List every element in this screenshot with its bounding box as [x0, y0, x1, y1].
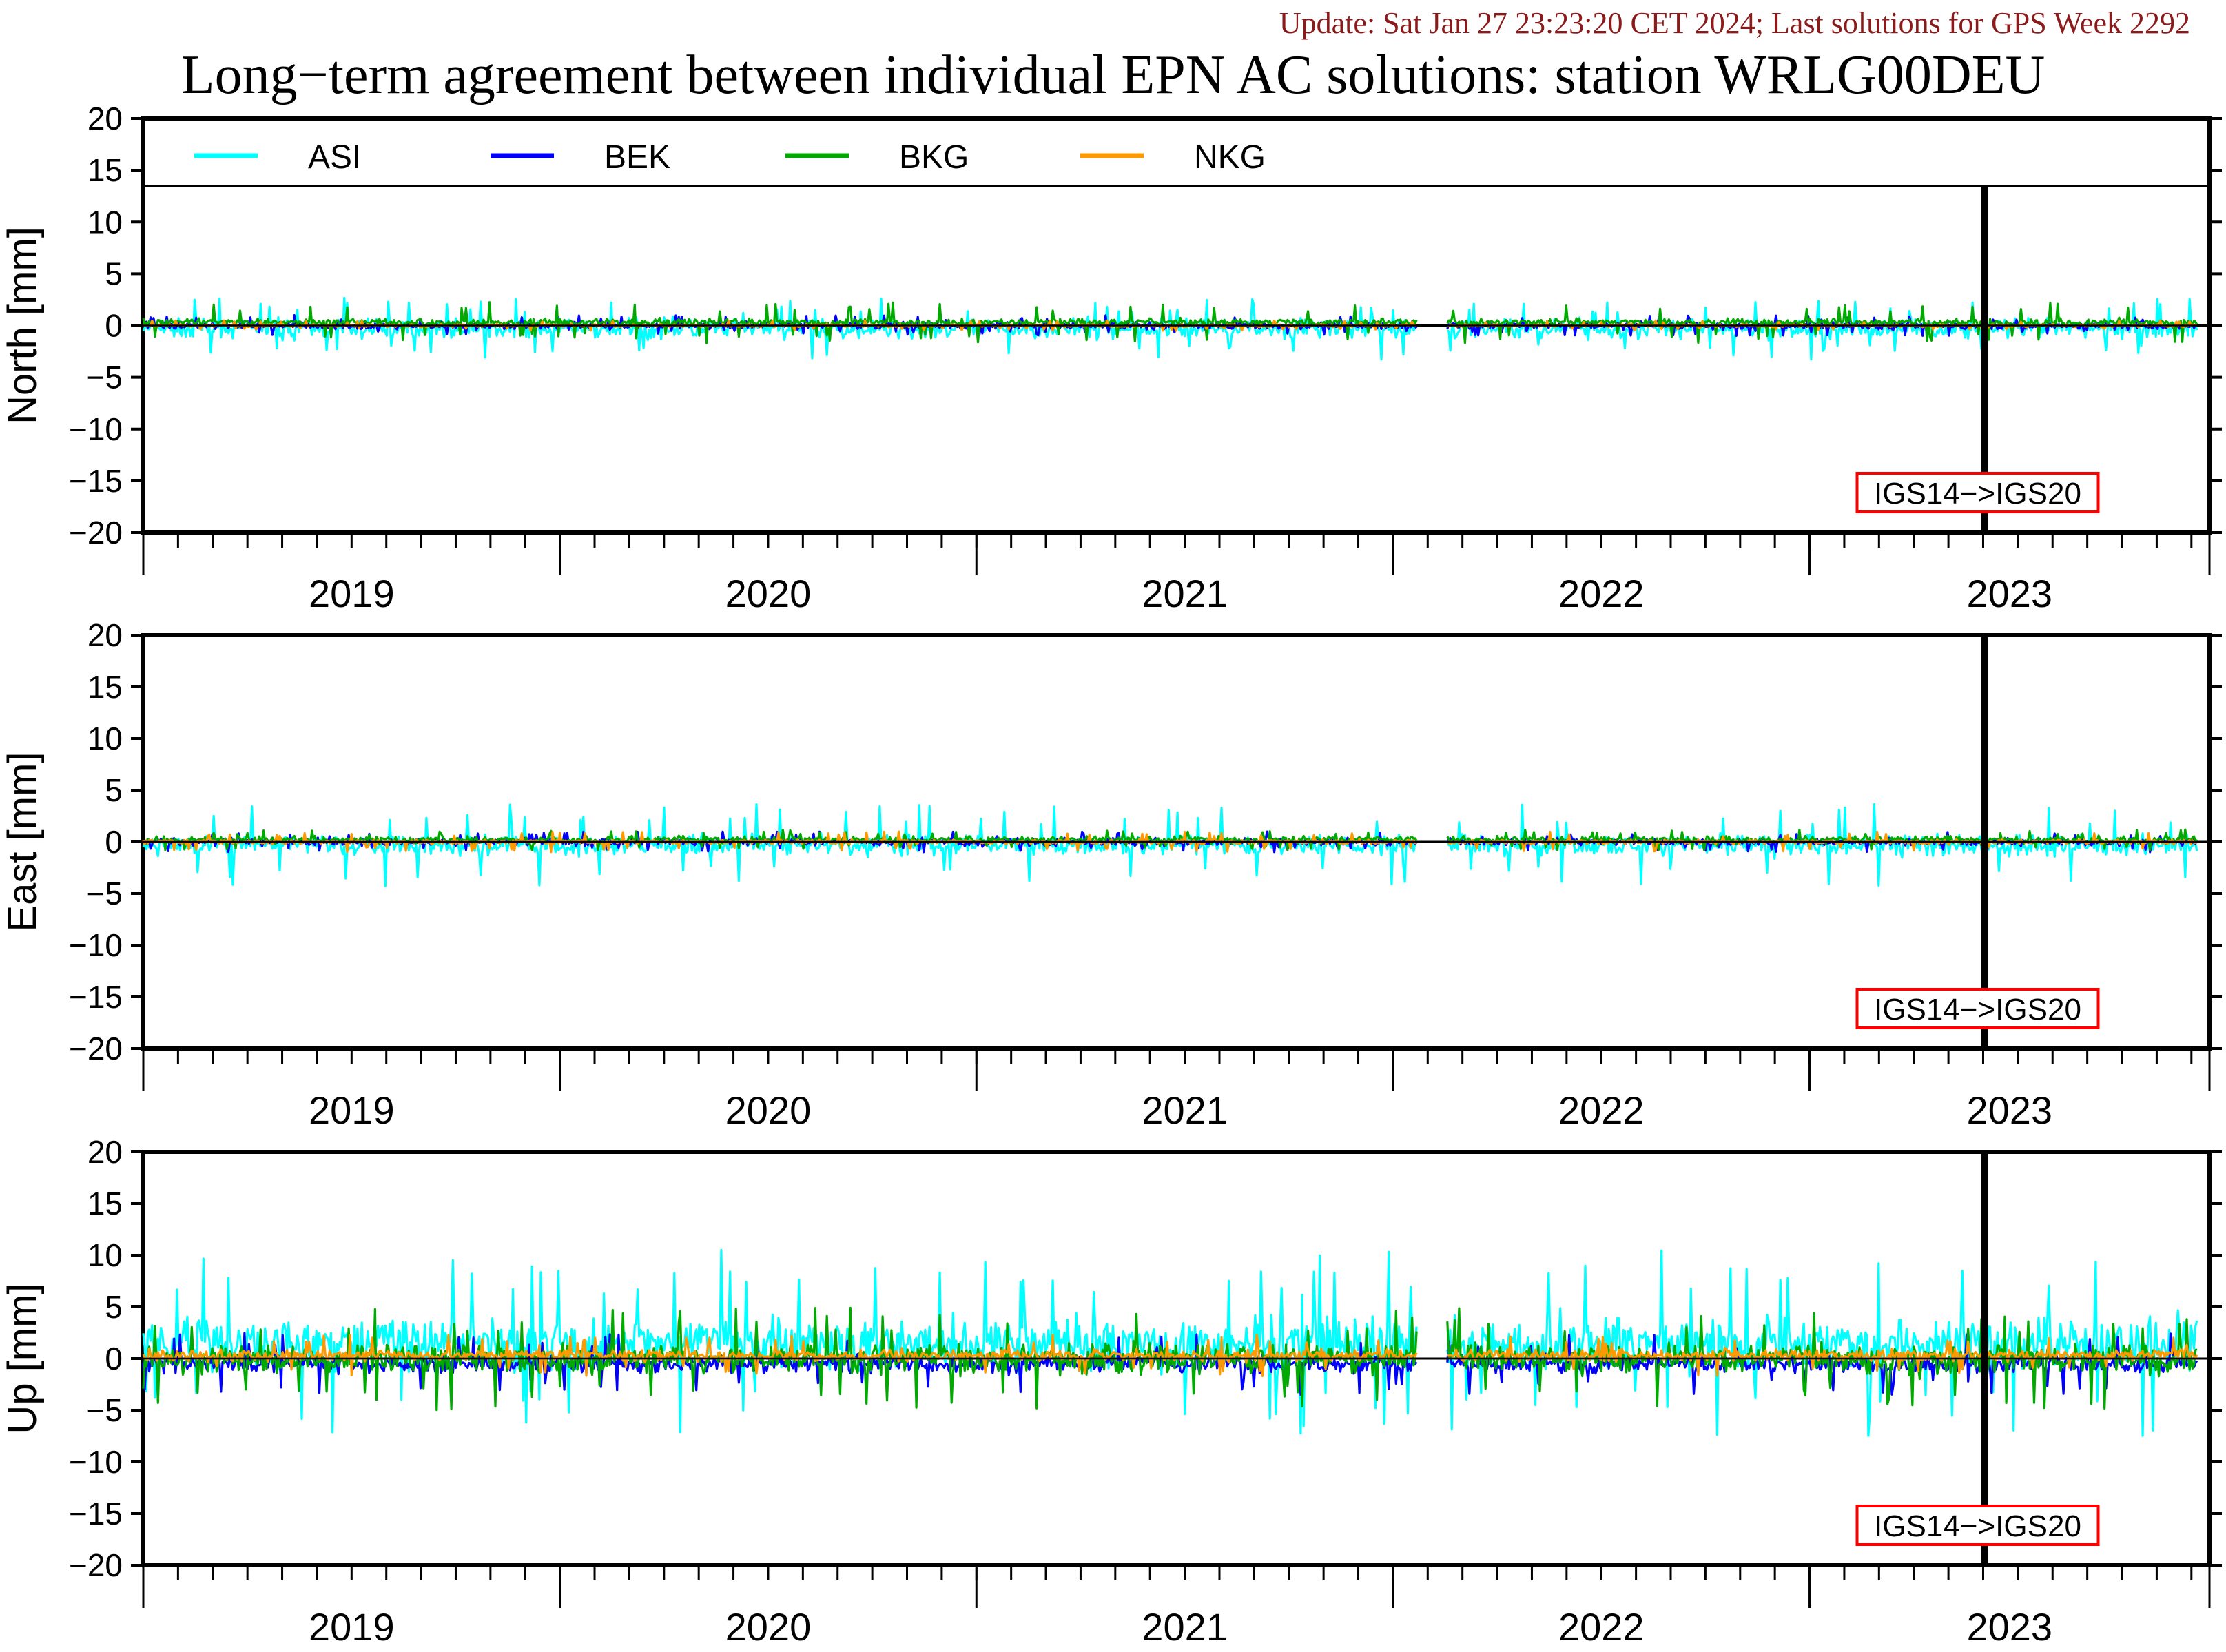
series-line-asi	[142, 1248, 1418, 1435]
x-tick-label: 2022	[1558, 572, 1645, 615]
y-tick-label: −15	[69, 1496, 123, 1531]
y-tick-label: 20	[87, 1134, 123, 1170]
annotation-box	[1855, 988, 2100, 1029]
y-axis-label: Up [mm]	[0, 1283, 45, 1434]
x-tick-label: 2019	[309, 1088, 395, 1132]
legend-label-bek: BEK	[604, 139, 670, 176]
series-line-bkg	[142, 301, 1418, 344]
x-tick-label: 2022	[1558, 1088, 1645, 1132]
series-line-nkg	[1447, 1335, 2198, 1377]
legend-label-nkg: NKG	[1194, 139, 1266, 176]
y-tick-label: −20	[69, 1547, 123, 1583]
y-axis-label: East [mm]	[0, 752, 45, 931]
y-tick-label: 0	[105, 308, 123, 344]
y-tick-label: 5	[105, 772, 123, 808]
x-tick-label: 2019	[309, 1605, 395, 1649]
y-tick-label: −20	[69, 1031, 123, 1066]
panel-up: 20 15 10 5 0 −5 −10 −15 −20 Up [mm] 2019 2020 2021 20…	[0, 1134, 2222, 1649]
series-line-asi	[142, 803, 1418, 887]
y-tick-label: 10	[87, 721, 123, 756]
panel-east: 20 15 10 5 0 −5 −10 −15 −20 East [mm] 2019 2020 2021…	[0, 617, 2222, 1132]
series-line-bkg	[142, 1306, 1418, 1412]
annotation-label: IGS14−>IGS20	[1874, 477, 2081, 510]
y-tick-label: 10	[87, 204, 123, 240]
x-tick-label: 2023	[1966, 1088, 2052, 1132]
y-tick-label: 15	[87, 669, 123, 705]
series-line-nkg	[142, 1333, 1418, 1378]
x-tick-label: 2021	[1142, 1088, 1228, 1132]
y-tick-label: −5	[87, 360, 123, 395]
y-tick-label: 0	[105, 1341, 123, 1376]
y-tick-label: −15	[69, 463, 123, 499]
legend-label-asi: ASI	[308, 139, 361, 176]
x-tick-label: 2021	[1142, 572, 1228, 615]
y-tick-label: 15	[87, 1186, 123, 1221]
x-tick-label: 2020	[725, 1088, 812, 1132]
y-tick-label: 15	[87, 152, 123, 188]
annotation-label: IGS14−>IGS20	[1874, 993, 2081, 1026]
y-tick-label: 10	[87, 1237, 123, 1273]
series-line-asi	[1446, 1249, 2198, 1437]
y-tick-label: −20	[69, 515, 123, 550]
y-tick-label: −10	[69, 927, 123, 963]
x-tick-label: 2023	[1966, 1605, 2052, 1649]
series-line-bkg	[1446, 302, 2198, 344]
x-tick-label: 2021	[1142, 1605, 1228, 1649]
annotation-box	[1855, 1505, 2100, 1546]
y-tick-label: 20	[87, 617, 123, 653]
x-tick-label: 2019	[309, 572, 395, 615]
y-tick-label: −10	[69, 411, 123, 447]
y-tick-label: 5	[105, 1289, 123, 1325]
y-tick-label: 0	[105, 824, 123, 860]
y-axis-label: North [mm]	[0, 227, 45, 424]
x-tick-label: 2020	[725, 1605, 812, 1649]
x-tick-label: 2023	[1966, 572, 2052, 615]
annotation-box	[1855, 472, 2100, 513]
y-tick-label: −10	[69, 1444, 123, 1480]
y-tick-label: −5	[87, 876, 123, 911]
y-tick-label: 5	[105, 256, 123, 291]
legend-label-bkg: BKG	[899, 139, 969, 176]
annotation-label: IGS14−>IGS20	[1874, 1509, 2081, 1543]
x-tick-label: 2022	[1558, 1605, 1645, 1649]
panel-north: 20 15 10 5 0 −5 −10 −15 −20 North [mm] 2019 2020 202…	[0, 101, 2222, 615]
y-tick-label: −5	[87, 1392, 123, 1428]
x-tick-label: 2020	[725, 572, 812, 615]
y-tick-label: 20	[87, 101, 123, 136]
chart-title: Long−term agreement between individual E…	[181, 45, 2045, 105]
y-tick-label: −15	[69, 979, 123, 1015]
update-timestamp: Update: Sat Jan 27 23:23:20 CET 2024; La…	[1279, 6, 2190, 40]
